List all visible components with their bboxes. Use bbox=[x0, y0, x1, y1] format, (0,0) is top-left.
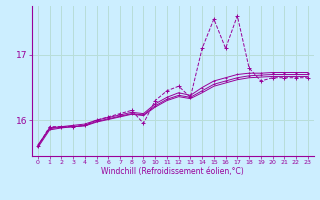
X-axis label: Windchill (Refroidissement éolien,°C): Windchill (Refroidissement éolien,°C) bbox=[101, 167, 244, 176]
